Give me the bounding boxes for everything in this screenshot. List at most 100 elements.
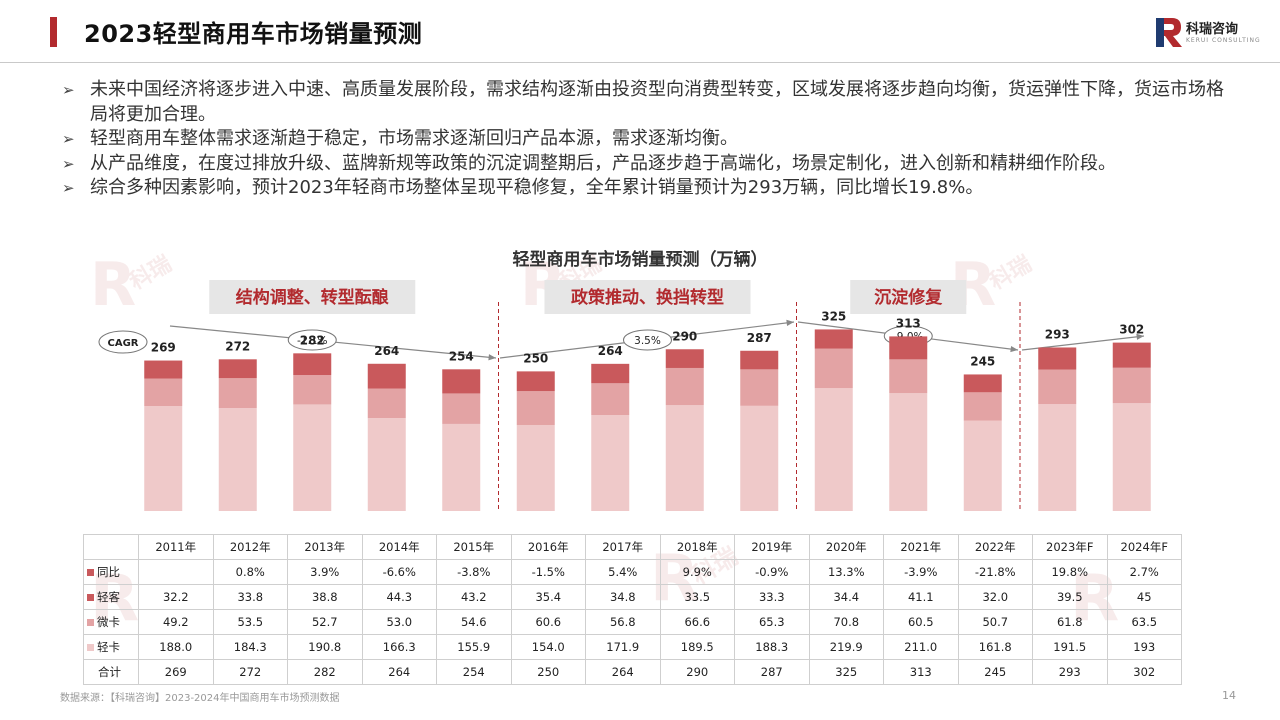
bullet-item: ➢ 从产品维度，在度过排放升级、蓝牌新规等政策的沉淀调整期后，产品逐步趋于高端化，… xyxy=(62,152,1232,177)
arrow-bullet-icon: ➢ xyxy=(62,154,75,173)
bar-segment xyxy=(665,367,704,406)
column-header-year: 2023年F xyxy=(1032,534,1108,560)
table-cell: 34.8 xyxy=(585,584,661,610)
bar-segment xyxy=(963,374,1002,393)
phase-label: 政策推动、换挡转型 xyxy=(571,287,724,308)
table-cell: 287 xyxy=(734,659,810,685)
bar-segment xyxy=(889,393,928,511)
bar-segment xyxy=(963,392,1002,421)
bullet-item: ➢ 未来中国经济将逐步进入中速、高质量发展阶段，需求结构逐渐由投资型向消费型转变，… xyxy=(62,78,1232,127)
table-cell: 219.9 xyxy=(808,634,884,660)
title-accent xyxy=(50,17,57,47)
row-header: 同比 xyxy=(83,559,139,585)
bar-segment xyxy=(1038,347,1077,370)
row-label: 微卡 xyxy=(97,615,120,629)
table-cell: 52.7 xyxy=(287,609,363,635)
table-cell: 65.3 xyxy=(734,609,810,635)
table-cell: 9.9% xyxy=(659,559,735,585)
bullet-item: ➢ 轻型商用车整体需求逐渐趋于稳定，市场需求逐渐回归产品本源，需求逐渐均衡。 xyxy=(62,127,1232,152)
row-label: 轻卡 xyxy=(97,640,120,654)
bar-segment xyxy=(293,404,332,511)
table-cell: 302 xyxy=(1106,659,1182,685)
table-cell: 211.0 xyxy=(883,634,959,660)
table-cell: 38.8 xyxy=(287,584,363,610)
table-cell: 264 xyxy=(361,659,437,685)
bar-segment xyxy=(442,423,481,511)
page-title: 2023轻型商用车市场销量预测 xyxy=(84,20,423,48)
bar-segment xyxy=(665,349,704,368)
table-cell: 41.1 xyxy=(883,584,959,610)
legend-swatch-icon xyxy=(87,619,94,626)
table-cell: 193 xyxy=(1106,634,1182,660)
table-cell: 290 xyxy=(659,659,735,685)
table-cell: 269 xyxy=(138,659,214,685)
bar-segment xyxy=(293,353,332,376)
table-row: 轻客 32.2 33.8 38.8 44.3 43.2 35.4 34.8 33.5 33.3 34… xyxy=(83,584,1182,610)
bar-segment xyxy=(963,420,1002,511)
bar-segment xyxy=(591,414,630,511)
table-cell: 32.0 xyxy=(957,584,1033,610)
row-label: 轻客 xyxy=(97,590,120,604)
phase-label: 沉淀修复 xyxy=(874,287,943,308)
table-cell: 250 xyxy=(510,659,586,685)
bar-segment xyxy=(814,388,853,511)
table-cell: 34.4 xyxy=(808,584,884,610)
bar-segment xyxy=(889,336,928,360)
bar-segment xyxy=(1038,369,1077,405)
source-note: 数据来源：【科瑞咨询】2023-2024年中国商用车市场预测数据 xyxy=(60,693,340,704)
table-cell: 0.8% xyxy=(212,559,288,585)
table-cell: 155.9 xyxy=(436,634,512,660)
table-cell: 13.3% xyxy=(808,559,884,585)
row-header: 轻卡 xyxy=(83,634,139,660)
bar-total-label: 282 xyxy=(300,333,325,347)
column-header-year: 2015年 xyxy=(436,534,512,560)
arrow-bullet-icon: ➢ xyxy=(62,130,75,148)
bar-segment xyxy=(591,363,630,384)
table-cell: 45 xyxy=(1106,584,1182,610)
bar-total-label: 264 xyxy=(598,344,623,358)
bar-segment xyxy=(218,378,257,409)
row-header: 轻客 xyxy=(83,584,139,610)
bar-segment xyxy=(740,350,779,370)
title-bar: 2023轻型商用车市场销量预测 科瑞咨询 KERUI CONSULTING xyxy=(0,0,1280,63)
table-cell: 53.0 xyxy=(361,609,437,635)
table-row: 轻卡 188.0 184.3 190.8 166.3 155.9 154.0 171.9 189… xyxy=(83,634,1182,660)
bar-total-label: 313 xyxy=(896,316,921,330)
bar-segment xyxy=(144,406,183,511)
table-cell: 63.5 xyxy=(1106,609,1182,635)
table-cell: 39.5 xyxy=(1032,584,1108,610)
arrow-bullet-icon: ➢ xyxy=(62,179,75,197)
table-cell: 43.2 xyxy=(436,584,512,610)
bar-total-label: 254 xyxy=(449,349,474,363)
column-header-year: 2013年 xyxy=(287,534,363,560)
bar-segment xyxy=(665,405,704,511)
table-cell: 184.3 xyxy=(212,634,288,660)
trend-arrow-head-icon xyxy=(786,319,794,326)
bar-total-label: 245 xyxy=(970,354,995,368)
table-cell: 293 xyxy=(1032,659,1108,685)
bar-segment xyxy=(1112,403,1151,511)
bar-segment xyxy=(814,329,853,349)
bar-segment xyxy=(814,348,853,389)
table-row: 微卡 49.2 53.5 52.7 53.0 54.6 60.6 56.8 66.6 65.3 70… xyxy=(83,609,1182,635)
logo-subtitle: KERUI CONSULTING xyxy=(1186,37,1261,44)
column-header-year: 2012年 xyxy=(212,534,288,560)
bar-total-label: 269 xyxy=(151,341,176,355)
trend-arrow-head-icon xyxy=(1136,333,1144,340)
table-cell: 171.9 xyxy=(585,634,661,660)
column-header-year: 2020年 xyxy=(808,534,884,560)
phase-label-box xyxy=(209,280,416,314)
cagr-label: CAGR xyxy=(108,338,139,349)
table-cell: 5.4% xyxy=(585,559,661,585)
bar-total-label: 290 xyxy=(672,329,697,343)
page-number: 14 xyxy=(1222,689,1236,702)
bar-segment xyxy=(591,383,630,415)
column-header-year: 2014年 xyxy=(361,534,437,560)
table-cell: 53.5 xyxy=(212,609,288,635)
column-header-year: 2021年 xyxy=(883,534,959,560)
legend-swatch-icon xyxy=(87,594,94,601)
bullet-item: ➢ 综合多种因素影响，预计2023年轻商市场整体呈现平稳修复，全年累计销量预计为2… xyxy=(62,176,1232,201)
table-cell: 54.6 xyxy=(436,609,512,635)
row-header: 合计 xyxy=(83,659,139,685)
svg-text:R: R xyxy=(90,250,136,320)
